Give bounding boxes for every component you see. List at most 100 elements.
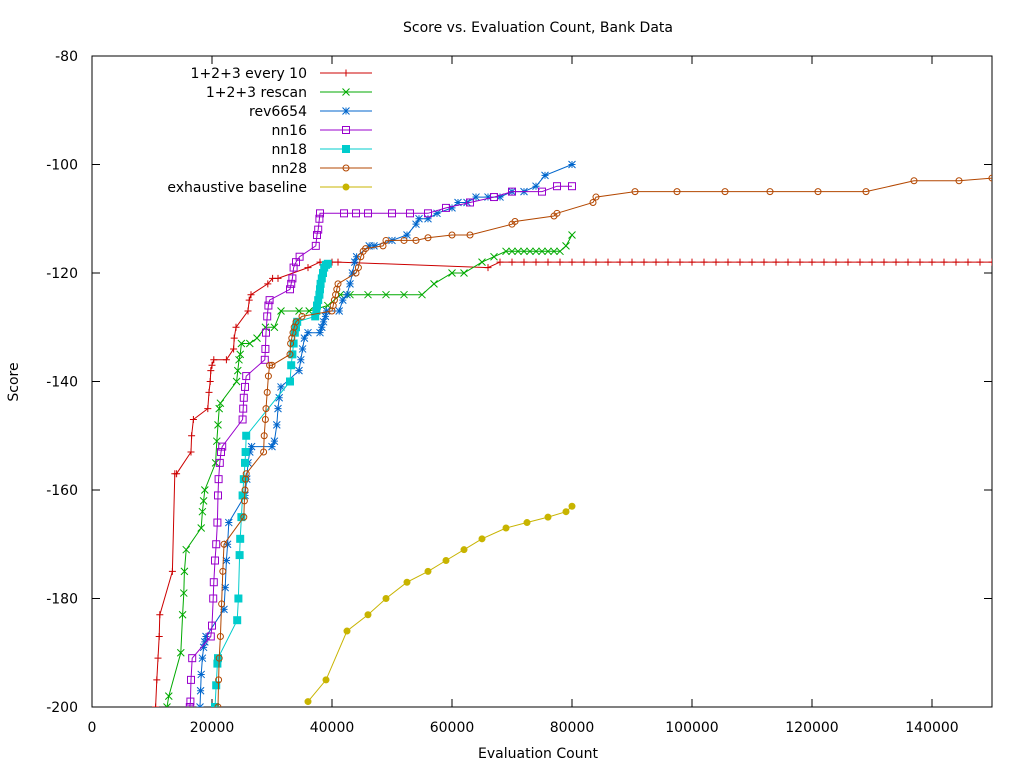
series-line	[217, 177, 992, 707]
data-point	[263, 388, 271, 396]
data-point	[286, 350, 294, 358]
data-point	[242, 372, 251, 381]
data-point	[460, 269, 468, 277]
data-point	[295, 252, 304, 261]
data-point	[240, 497, 248, 505]
data-point	[242, 475, 250, 483]
data-point	[400, 236, 408, 244]
data-point	[270, 323, 279, 332]
data-point	[287, 361, 296, 370]
data-point	[796, 258, 804, 266]
data-point	[568, 502, 576, 510]
data-point	[234, 594, 243, 603]
data-point	[304, 698, 312, 706]
data-point	[182, 545, 191, 554]
data-point	[319, 317, 328, 326]
data-point	[760, 258, 768, 266]
data-point	[364, 290, 372, 299]
data-point	[233, 616, 242, 625]
data-point	[212, 540, 221, 549]
data-point	[213, 518, 222, 527]
data-point	[241, 486, 249, 494]
data-point	[814, 188, 822, 196]
data-point	[180, 567, 189, 576]
data-point	[478, 535, 486, 543]
data-point	[502, 247, 510, 256]
data-point	[288, 350, 297, 359]
data-point	[490, 252, 498, 261]
data-point	[207, 367, 215, 375]
data-point	[295, 366, 303, 375]
data-point	[403, 578, 411, 586]
data-point	[230, 334, 238, 342]
data-point	[856, 258, 864, 266]
data-point	[508, 187, 516, 196]
data-point	[406, 209, 414, 218]
data-point	[245, 448, 254, 456]
data-point	[640, 258, 648, 266]
data-point	[580, 258, 588, 266]
legend-label: exhaustive baseline	[167, 180, 307, 196]
data-point	[338, 296, 347, 304]
data-point	[952, 258, 960, 266]
data-point	[223, 540, 232, 549]
data-point	[156, 611, 164, 619]
data-point	[199, 643, 208, 652]
data-point	[268, 361, 276, 369]
data-point	[200, 486, 209, 494]
data-point	[239, 393, 248, 402]
data-point	[412, 236, 420, 244]
data-point	[241, 448, 250, 457]
data-point	[400, 290, 408, 299]
data-point	[173, 470, 181, 478]
data-point	[214, 654, 222, 663]
x-tick-label: 140000	[905, 720, 958, 736]
data-point	[230, 345, 238, 353]
data-point	[424, 214, 432, 223]
legend-marker	[342, 164, 350, 172]
data-point	[239, 404, 248, 413]
data-point	[562, 242, 570, 250]
data-point	[652, 258, 660, 266]
legend-label: 1+2+3 rescan	[206, 85, 307, 101]
data-point	[224, 518, 233, 527]
data-point	[544, 513, 552, 521]
data-point	[502, 524, 510, 532]
data-point	[214, 475, 223, 484]
data-point	[532, 182, 540, 191]
data-point	[206, 378, 214, 385]
y-tick-label: -160	[46, 483, 78, 499]
data-point	[589, 198, 597, 206]
data-point	[592, 193, 600, 201]
data-point	[490, 193, 498, 202]
data-point	[448, 231, 456, 239]
data-point	[242, 470, 250, 478]
data-point	[304, 328, 312, 337]
data-point	[466, 198, 474, 207]
data-point	[187, 675, 195, 684]
data-point	[197, 670, 206, 679]
data-point	[218, 442, 227, 451]
data-point	[232, 323, 240, 331]
data-point	[209, 578, 218, 587]
data-point	[976, 258, 984, 266]
data-point	[241, 382, 249, 391]
data-point	[916, 258, 924, 266]
data-point	[316, 209, 324, 218]
data-point	[222, 556, 231, 565]
data-point	[350, 258, 359, 267]
legend-marker	[342, 88, 350, 96]
x-tick-label: 60000	[430, 720, 475, 736]
data-point	[235, 551, 244, 560]
data-point	[164, 692, 173, 701]
data-point	[541, 171, 549, 180]
data-point	[568, 231, 576, 239]
data-point	[189, 415, 197, 423]
data-point	[352, 209, 360, 218]
legend: 1+2+3 every 10 1+2+3 rescan rev6654 nn16 nn1…	[167, 66, 372, 196]
data-point	[236, 534, 245, 543]
data-point	[832, 258, 840, 266]
data-point	[544, 247, 552, 256]
x-tick-label: 20000	[190, 720, 235, 736]
data-point	[179, 589, 188, 597]
